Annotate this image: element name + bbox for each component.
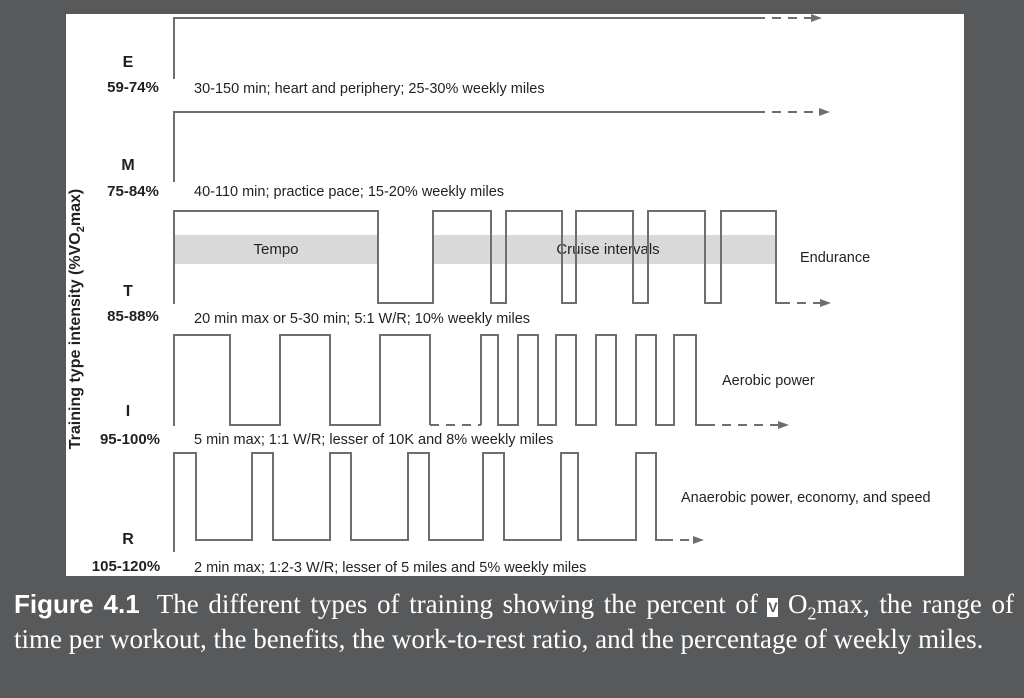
description-e: 30-150 min; heart and periphery; 25-30% … [194, 81, 545, 97]
description-m: 40-110 min; practice pace; 15-20% weekly… [194, 184, 504, 200]
training-intensity-diagram: Training type intensity (%VO2max) E 59-7… [67, 14, 931, 576]
level-percent-i: 95-100% [100, 431, 160, 448]
axis-title: Training type intensity (%VO2max) [67, 189, 87, 449]
description-t: 20 min max or 5-30 min; 5:1 W/R; 10% wee… [194, 311, 530, 327]
caption-subscript: 2 [807, 603, 817, 624]
figure-panel: Training type intensity (%VO2max) E 59-7… [66, 14, 964, 576]
figure-number: Figure 4.1 [14, 589, 140, 619]
level-letter-m: M [121, 157, 134, 174]
vdot-symbol-icon: V [767, 598, 779, 617]
level-percent-m: 75-84% [107, 183, 159, 200]
caption-o: O [788, 589, 808, 619]
benefit-endurance: Endurance [800, 250, 870, 266]
arrow-t-icon [820, 299, 831, 307]
trace-r [173, 452, 664, 552]
level-letter-e: E [123, 54, 134, 71]
benefit-anaerobic: Anaerobic power, economy, and speed [681, 490, 931, 506]
level-letter-r: R [122, 531, 134, 548]
level-percent-r: 105-120% [92, 558, 160, 575]
arrow-r-icon [693, 536, 704, 544]
level-letter-t: T [123, 283, 133, 300]
arrow-m-icon [819, 108, 830, 116]
benefit-aerobic-power: Aerobic power [722, 373, 815, 389]
caption-text-part1: The different types of training showing … [156, 589, 758, 619]
figure-caption: Figure 4.1 The different types of traini… [14, 587, 1014, 657]
trace-e [173, 17, 756, 79]
level-percent-t: 85-88% [107, 308, 159, 325]
level-percent-e: 59-74% [107, 79, 159, 96]
description-r: 2 min max; 1:2-3 W/R; lesser of 5 miles … [194, 560, 586, 576]
cruise-intervals-label: Cruise intervals [556, 241, 659, 258]
caption-text-part2: max, the range of time per workout, the … [14, 589, 1014, 654]
tempo-label: Tempo [253, 241, 298, 258]
trace-m [173, 111, 756, 182]
trace-t [173, 210, 781, 304]
level-letter-i: I [126, 403, 130, 420]
arrow-e-icon [811, 14, 822, 22]
arrow-i-icon [778, 421, 789, 429]
description-i: 5 min max; 1:1 W/R; lesser of 10K and 8%… [194, 432, 553, 448]
tempo-band [174, 235, 378, 264]
trace-i [173, 334, 706, 426]
